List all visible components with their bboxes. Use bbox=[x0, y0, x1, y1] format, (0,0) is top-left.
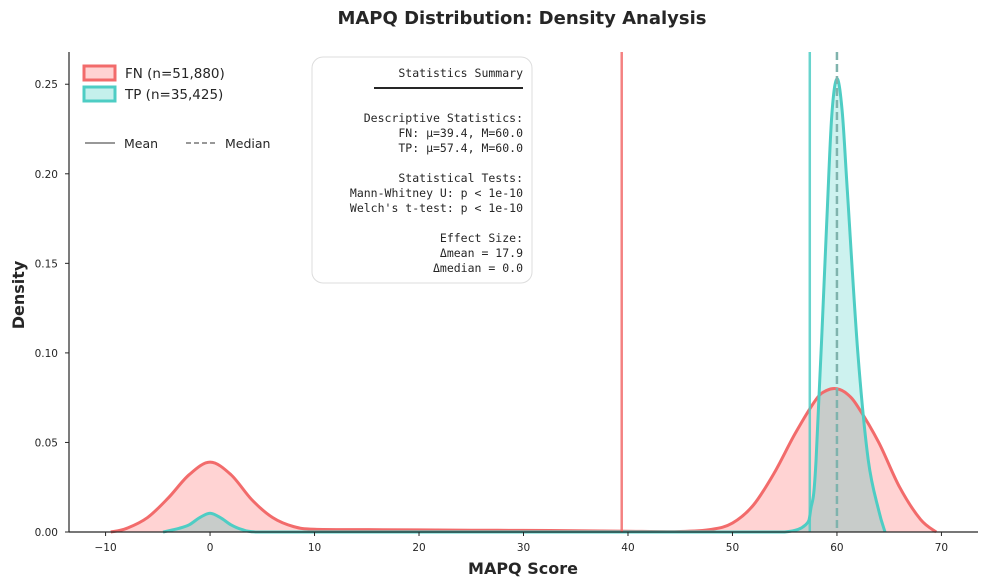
stats-line: Statistics Summary bbox=[398, 66, 523, 80]
stats-line: TP: μ=57.4, M=60.0 bbox=[398, 141, 523, 155]
legend-label-median: Median bbox=[225, 136, 270, 151]
plot-area bbox=[110, 52, 938, 534]
legend-label-tp: TP (n=35,425) bbox=[124, 87, 223, 103]
legend-item-fn: FN (n=51,880) bbox=[82, 64, 225, 82]
y-axis-ticks: 0.00 0.05 0.10 0.15 0.20 0.25 bbox=[35, 79, 69, 539]
legend-item-median: Median bbox=[186, 136, 270, 151]
x-axis-ticks: −10 0 10 20 30 40 50 60 70 bbox=[94, 532, 948, 554]
y-axis-label: Density bbox=[9, 260, 28, 329]
x-axis-label: MAPQ Score bbox=[468, 559, 578, 578]
x-tick-label: 20 bbox=[412, 542, 425, 554]
stats-box-lines: Statistics Summary Descriptive Statistics… bbox=[350, 66, 523, 275]
legend-label-mean: Mean bbox=[124, 136, 158, 151]
stats-line: Descriptive Statistics: bbox=[364, 111, 523, 125]
y-tick-label: 0.10 bbox=[35, 348, 58, 360]
x-tick-label: 30 bbox=[517, 542, 530, 554]
stats-line: Statistical Tests: bbox=[398, 171, 523, 185]
x-tick-label: −10 bbox=[94, 542, 116, 554]
x-tick-label: 0 bbox=[207, 542, 214, 554]
stats-box-frame bbox=[311, 56, 533, 284]
chart-title: MAPQ Distribution: Density Analysis bbox=[337, 8, 706, 29]
y-tick-label: 0.00 bbox=[35, 527, 58, 539]
legend: FN (n=51,880) TP (n=35,425) Mean Median bbox=[82, 64, 270, 151]
legend-label-fn: FN (n=51,880) bbox=[125, 66, 225, 82]
x-tick-label: 60 bbox=[830, 542, 843, 554]
stats-line: Δmedian = 0.0 bbox=[433, 261, 523, 275]
legend-item-tp: TP (n=35,425) bbox=[82, 85, 223, 103]
stats-box: Statistics Summary Descriptive Statistics… bbox=[311, 56, 533, 284]
x-tick-label: 10 bbox=[308, 542, 321, 554]
stats-line: Welch's t-test: p < 1e-10 bbox=[350, 201, 523, 215]
stats-line: Effect Size: bbox=[440, 231, 523, 245]
stats-line: FN: μ=39.4, M=60.0 bbox=[398, 126, 523, 140]
y-tick-label: 0.15 bbox=[35, 258, 58, 270]
x-tick-label: 40 bbox=[621, 542, 634, 554]
stats-line: Mann-Whitney U: p < 1e-10 bbox=[350, 186, 523, 200]
y-tick-label: 0.05 bbox=[35, 437, 58, 449]
y-tick-label: 0.20 bbox=[35, 169, 58, 181]
legend-item-mean: Mean bbox=[85, 136, 158, 151]
legend-swatch-fn bbox=[82, 64, 117, 82]
x-tick-label: 50 bbox=[726, 542, 739, 554]
x-tick-label: 70 bbox=[935, 542, 948, 554]
legend-swatch-tp bbox=[82, 85, 117, 103]
y-tick-label: 0.25 bbox=[35, 79, 58, 91]
stats-line: Δmean = 17.9 bbox=[440, 246, 523, 260]
